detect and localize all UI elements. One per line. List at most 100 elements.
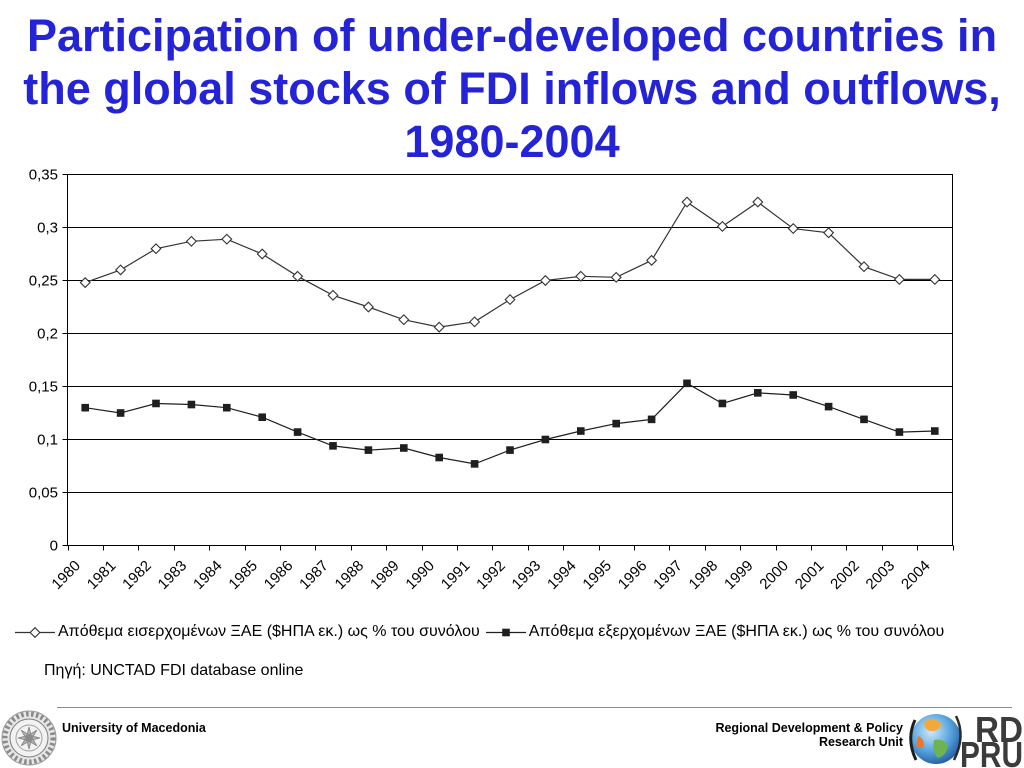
x-tick-label: 1980 (48, 557, 84, 593)
emblem-teeth (2, 711, 56, 765)
x-tick-label: 1991 (438, 557, 474, 593)
data-point-diamond (752, 196, 764, 208)
data-point-diamond (292, 270, 304, 282)
data-point-diamond (929, 273, 941, 286)
data-point-square (400, 444, 408, 452)
data-point-square (223, 403, 231, 412)
legend-item-inflows: Απόθεμα εισερχομένων ΞΑΕ ($ΗΠΑ εκ.) ως %… (15, 623, 480, 641)
data-point-diamond (539, 274, 551, 287)
x-tick-label: 2001 (792, 557, 828, 593)
y-tick-label: 0,3 (37, 220, 58, 237)
university-emblem-logo (1, 710, 57, 766)
x-tick-label: 1999 (721, 557, 757, 593)
data-point-diamond (504, 294, 516, 306)
plot-area (67, 174, 953, 546)
x-tick-label: 2000 (756, 557, 792, 593)
x-tick-label: 1985 (225, 557, 261, 593)
data-point-square (329, 442, 337, 450)
source-note: Πηγή: UNCTAD FDI database online (44, 662, 304, 679)
x-tick-label: 1986 (261, 557, 297, 593)
logo-text-pru: PRU (960, 734, 1023, 768)
x-tick-label: 1997 (650, 557, 686, 593)
footer-divider (57, 707, 1012, 708)
logo-text-rd: RD (975, 709, 1023, 750)
x-tick-label: 1994 (544, 557, 580, 593)
data-point-diamond (398, 314, 410, 326)
x-tick-label: 1998 (686, 557, 722, 593)
open-diamond-icon (15, 626, 55, 639)
series-1 (79, 196, 941, 333)
data-point-square (364, 446, 373, 454)
research-unit-name: Regional Development & Policy Research U… (715, 721, 903, 749)
data-point-square (506, 446, 514, 454)
data-point-square (754, 389, 762, 397)
x-tick-label: 1996 (615, 557, 651, 593)
university-name: University of Macedonia (62, 721, 206, 735)
data-point-square (116, 409, 125, 417)
rdpru-logo: RD PRU (909, 709, 1023, 768)
slide-title: Participation of under-developed countri… (0, 9, 1024, 168)
data-point-square (683, 379, 691, 388)
emblem-center (25, 734, 33, 742)
data-point-diamond (823, 227, 835, 239)
title-line: 1980-2004 (404, 116, 620, 167)
legend-label-inflows: Απόθεμα εισερχομένων ΞΑΕ ($ΗΠΑ εκ.) ως %… (58, 623, 480, 640)
globe-continent (916, 736, 924, 748)
data-point-square (612, 419, 620, 428)
x-tick-label: 2002 (827, 557, 863, 593)
data-point-diamond (716, 220, 728, 233)
x-tick-label: 2004 (898, 557, 934, 593)
data-point-diamond (575, 270, 587, 282)
x-axis: 1980 1981 1982 1983 1984 1985 1986 1987 1988 1989… (48, 545, 954, 593)
title-line: the global stocks of FDI inflows and out… (23, 63, 1001, 114)
data-point-diamond (150, 243, 162, 255)
x-tick-label: 1995 (579, 557, 615, 593)
data-point-diamond (79, 277, 91, 289)
filled-square-icon (485, 628, 526, 637)
globe-figure (952, 715, 962, 761)
globe-figure (909, 719, 918, 761)
data-point-diamond (787, 222, 799, 235)
data-point-diamond (433, 321, 445, 333)
data-point-square (470, 460, 479, 468)
emblem-inner-ring (15, 724, 43, 752)
x-tick-label: 1981 (84, 557, 120, 593)
data-point-square (81, 403, 89, 412)
x-tick-label: 1989 (367, 557, 403, 593)
legend-item-outflows: Απόθεμα εξερχομένων ΞΑΕ ($ΗΠΑ εκ.) ως % … (485, 623, 945, 641)
data-point-diamond (327, 289, 339, 301)
x-tick-label: 1988 (332, 557, 368, 593)
data-point-square (152, 399, 160, 408)
data-point-square (293, 428, 302, 436)
data-point-square (577, 427, 585, 435)
x-tick-label: 1990 (402, 557, 438, 593)
series-2 (81, 379, 939, 468)
x-tick-label: 1992 (473, 557, 509, 593)
x-tick-label: 2003 (863, 557, 899, 593)
x-tick-label: 1993 (509, 557, 545, 593)
data-point-diamond (362, 301, 374, 313)
data-point-diamond (646, 254, 658, 266)
legend: Απόθεμα εισερχομένων ΞΑΕ ($ΗΠΑ εκ.) ως %… (15, 623, 950, 641)
globe-continent (924, 719, 942, 732)
data-point-diamond (681, 196, 693, 208)
x-tick-label: 1983 (155, 557, 191, 593)
x-tick-label: 1984 (190, 557, 226, 593)
data-point-diamond (185, 235, 197, 247)
y-axis: 0 0,05 0,1 0,15 0,2 0,25 0,3 0,35 (29, 167, 68, 555)
x-tick-label: 1982 (119, 557, 155, 593)
data-point-diamond (858, 261, 870, 273)
data-point-diamond (469, 316, 481, 328)
title-line: Participation of under-developed countri… (26, 10, 998, 61)
data-point-square (931, 427, 939, 435)
legend-label-outflows: Απόθεμα εξερχομένων ΞΑΕ ($ΗΠΑ εκ.) ως % … (528, 623, 945, 640)
data-point-square (718, 399, 727, 408)
data-point-square (895, 428, 904, 436)
data-point-square (789, 391, 797, 399)
data-point-square (258, 413, 266, 422)
y-tick-label: 0,1 (37, 432, 58, 449)
data-point-square (860, 415, 868, 424)
data-point-square (187, 400, 196, 409)
x-tick-label: 1987 (296, 557, 332, 593)
